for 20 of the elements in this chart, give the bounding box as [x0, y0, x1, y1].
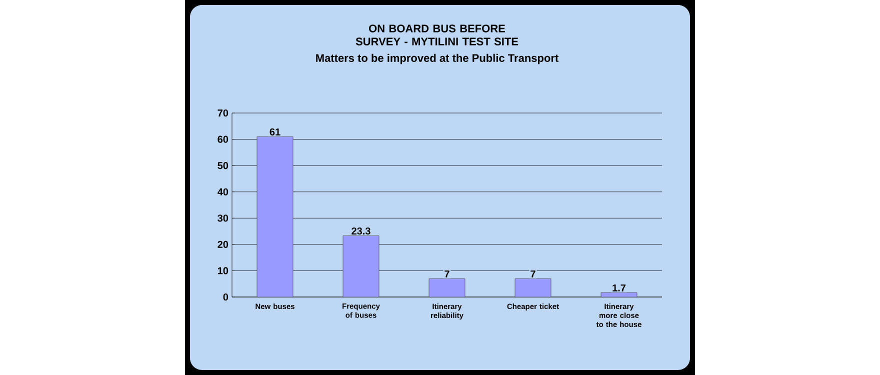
y-tick-label: 10	[218, 267, 228, 274]
bar	[428, 278, 466, 298]
y-tick-label: 70	[218, 109, 228, 117]
y-tick-label: 20	[218, 240, 228, 248]
data-label: 7	[444, 270, 450, 278]
y-tick-label: 60	[218, 136, 228, 143]
bar	[600, 292, 638, 298]
chart-subtitle: Matters to be improved at the Public Transport	[316, 54, 559, 64]
data-label: 23.3	[352, 227, 370, 235]
bar	[256, 136, 294, 298]
chart-title: ON BOARD BUS BEFORE SURVEY - MYTILINI TEST SITE	[356, 24, 518, 46]
data-label: 7	[530, 270, 536, 278]
y-tick-label: 40	[218, 188, 228, 196]
bar	[514, 278, 552, 298]
y-tick-label: 30	[218, 214, 228, 222]
data-label: 61	[270, 128, 280, 136]
data-label: 1.7	[612, 284, 626, 292]
bar	[342, 236, 380, 298]
y-tick-label: 0	[223, 293, 228, 301]
y-tick-label: 50	[218, 162, 228, 170]
